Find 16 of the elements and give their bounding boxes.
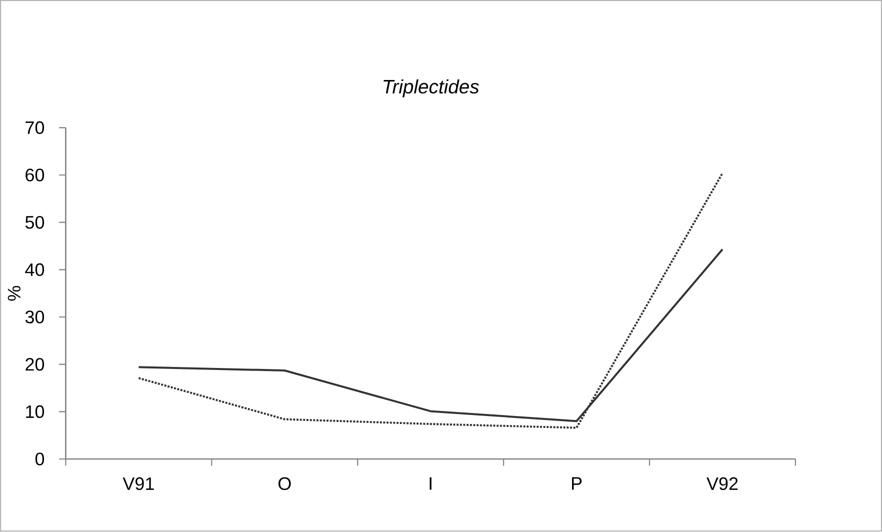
line-series bbox=[138, 172, 724, 429]
y-tick-label: 20 bbox=[26, 358, 44, 371]
x-tick-label: O bbox=[278, 477, 291, 490]
x-tick-label: V92 bbox=[706, 477, 738, 490]
y-tick-label: 0 bbox=[35, 452, 44, 466]
x-tick-label: I bbox=[430, 477, 432, 490]
y-tick-label: 30 bbox=[25, 310, 44, 324]
y-axis-title: % bbox=[8, 286, 20, 301]
x-tick-label: V91 bbox=[122, 477, 154, 490]
y-tick-label: 50 bbox=[25, 216, 44, 229]
y-tick-label: 60 bbox=[26, 168, 44, 182]
chart-title: Triplectides bbox=[384, 80, 479, 98]
x-tick-label: P bbox=[572, 477, 582, 490]
y-tick-label: 40 bbox=[25, 263, 44, 276]
y-tick-label: 70 bbox=[26, 121, 44, 134]
y-tick-label: 10 bbox=[26, 405, 44, 418]
